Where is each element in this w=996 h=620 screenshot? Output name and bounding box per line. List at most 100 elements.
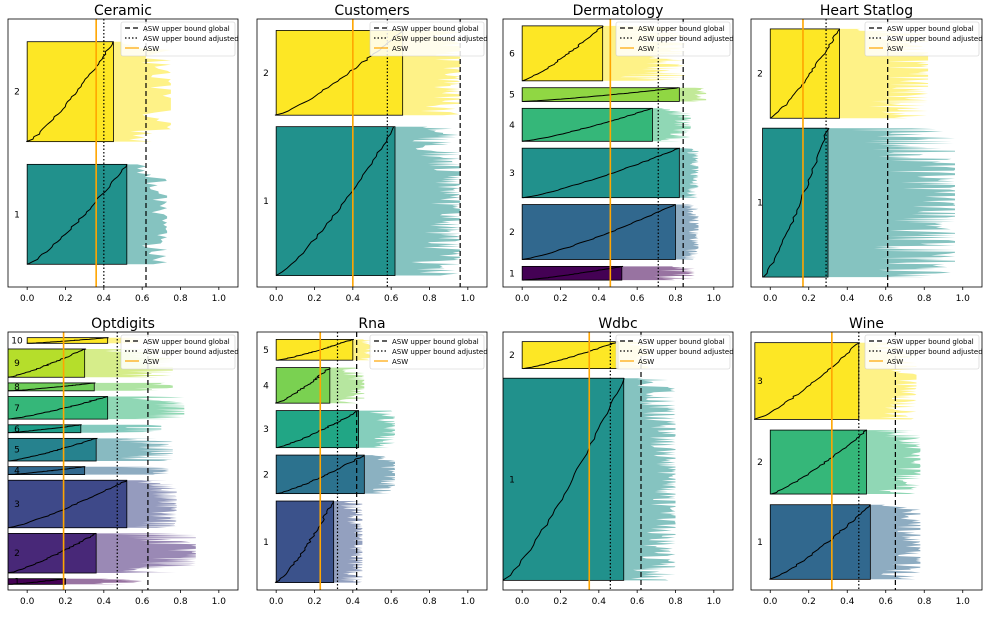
cluster-label-2: 2: [263, 470, 269, 480]
x-tick-label: 0.6: [879, 597, 894, 607]
x-tick-label: 0.6: [630, 597, 645, 607]
x-tick-label: 0.0: [20, 597, 35, 607]
cluster-silhouette-curve-2: [770, 28, 841, 119]
plot-area: [762, 28, 955, 278]
legend-global-label: ASW upper bound global: [887, 338, 974, 346]
legend-global-label: ASW upper bound global: [887, 25, 974, 33]
cluster-label-5: 5: [14, 446, 20, 456]
cluster-band-3: [8, 479, 128, 529]
subplot-title: Heart Statlog: [820, 3, 913, 19]
x-tick-label: 0.0: [515, 294, 530, 304]
x-tick-label: 1.0: [707, 597, 722, 607]
cluster-band-1: [769, 504, 871, 580]
x-tick-label: 0.0: [763, 597, 778, 607]
plot-area: [274, 338, 395, 584]
legend-asw-label: ASW: [392, 358, 408, 366]
x-tick-label: 0.8: [173, 597, 188, 607]
x-tick-label: 0.8: [173, 294, 188, 304]
cluster-band-7: [8, 396, 109, 420]
subplot-title: Rna: [358, 316, 385, 332]
cluster-band-1: [503, 377, 625, 581]
plot-frame: [502, 331, 734, 591]
cluster-label-5: 5: [263, 346, 269, 356]
cluster-band-1: [521, 265, 623, 281]
cluster-label-3: 3: [509, 169, 515, 179]
cluster-band-1: [275, 500, 335, 583]
cluster-label-2: 2: [14, 88, 20, 98]
legend-global-label: ASW upper bound global: [638, 25, 725, 33]
cluster-band-6: [521, 25, 604, 82]
legend-box: [369, 21, 485, 57]
x-tick-label: 0.2: [307, 597, 321, 607]
plot-frame: [7, 18, 239, 288]
cluster-silhouette-curve-4: [275, 367, 331, 404]
plot-area: [521, 25, 707, 281]
cluster-label-10: 10: [11, 336, 23, 346]
x-tick-label: 1.0: [461, 294, 476, 304]
subplot-title: Wine: [849, 316, 884, 332]
cluster-label-6: 6: [509, 49, 515, 59]
cluster-silhouette-curve-2: [523, 341, 618, 370]
x-tick-label: 0.0: [269, 294, 284, 304]
subplot-title: Customers: [334, 3, 409, 19]
subplot-dermatology: 1 2 3 4 5 6 Dermatology 0.0 0.2 0.4 0.6 0.8 1.0 ASW u…: [502, 3, 734, 304]
legend-asw-label: ASW: [143, 45, 159, 53]
x-tick-label: 0.2: [553, 597, 567, 607]
cluster-silhouette-curve-6: [8, 424, 82, 434]
cluster-label-2: 2: [263, 69, 269, 79]
legend-adjusted-label: ASW upper bound adjusted: [887, 35, 983, 43]
x-tick-label: 0.8: [917, 597, 932, 607]
cluster-band-2: [521, 341, 619, 369]
x-tick-label: 0.2: [553, 294, 567, 304]
x-tick-label: 1.0: [956, 597, 971, 607]
cluster-silhouette-curve-1: [274, 500, 334, 584]
cluster-label-4: 4: [263, 381, 269, 391]
cluster-label-1: 1: [263, 197, 269, 207]
subplot-wine: 1 2 3 Wine 0.0 0.2 0.4 0.6 0.8 1.0 ASW upper bound…: [750, 316, 983, 607]
cluster-band-2: [769, 28, 840, 119]
cluster-silhouette-curve-4: [522, 107, 652, 142]
plot-area: [26, 41, 171, 265]
x-tick-label: 0.8: [917, 294, 932, 304]
cluster-label-1: 1: [757, 538, 763, 548]
cluster-band-4: [275, 367, 331, 404]
cluster-label-3: 3: [14, 500, 20, 510]
cluster-label-1: 1: [14, 210, 20, 220]
legend-adjusted-label: ASW upper bound adjusted: [887, 348, 983, 356]
plot-frame: [256, 331, 488, 591]
cluster-label-5: 5: [509, 91, 515, 101]
cluster-label-1: 1: [757, 199, 763, 209]
x-tick-label: 1.0: [956, 294, 971, 304]
cluster-label-1: 1: [263, 538, 269, 548]
cluster-silhouette-curve-8: [8, 382, 96, 392]
legend-adjusted-label: ASW upper bound adjusted: [143, 348, 239, 356]
x-tick-label: 0.6: [135, 294, 150, 304]
x-tick-label: 0.2: [802, 597, 816, 607]
x-tick-label: 1.0: [212, 294, 227, 304]
cluster-label-2: 2: [509, 228, 515, 238]
x-tick-label: 0.4: [346, 597, 361, 607]
cluster-band-3: [754, 342, 860, 420]
legend-box: [615, 21, 731, 57]
x-tick-label: 0.6: [384, 597, 399, 607]
cluster-band-1: [762, 127, 829, 278]
legend-global-label: ASW upper bound global: [143, 338, 230, 346]
cluster-band-3: [275, 410, 359, 449]
x-tick-label: 0.0: [763, 294, 778, 304]
cluster-silhouette-curve-1: [275, 126, 395, 276]
cluster-silhouette-curve-3: [8, 479, 128, 529]
subplot-customers: 1 2 Customers 0.0 0.2 0.4 0.6 0.8 1.0 ASW upper b…: [256, 3, 488, 304]
cluster-band-1: [26, 163, 128, 265]
cluster-band-4: [521, 107, 653, 142]
plot-frame: [7, 331, 239, 591]
x-tick-label: 0.2: [58, 294, 72, 304]
cluster-silhouette-curve-1: [503, 378, 625, 581]
x-tick-label: 0.4: [592, 294, 607, 304]
legend-global-label: ASW upper bound global: [638, 338, 725, 346]
x-tick-label: 0.2: [58, 597, 72, 607]
x-tick-label: 1.0: [461, 597, 476, 607]
cluster-silhouette-curve-3: [753, 342, 861, 420]
legend-box: [369, 334, 485, 370]
cluster-silhouette-curve-1: [27, 164, 128, 265]
cluster-silhouette-curve-1: [769, 504, 871, 580]
